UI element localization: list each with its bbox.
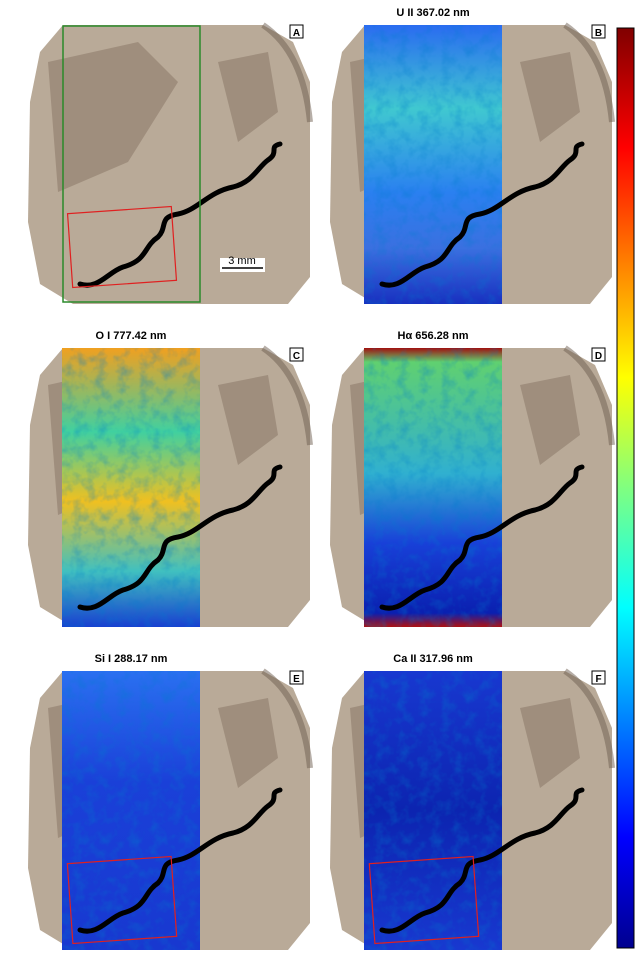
panel-letter: B [595,28,602,39]
scale-bar-label: 3 mm [228,255,256,267]
colorbar [617,28,634,948]
panel-title: Hα 656.28 nm [398,330,469,342]
panel-title: O I 777.42 nm [96,330,167,342]
panel-letter: D [595,351,602,362]
panel-letter: A [293,28,300,39]
panel-title: Si I 288.17 nm [95,653,168,665]
panel: B U II 367.02 nm [330,7,612,304]
panel: D Hα 656.28 nm [330,330,612,627]
panel-letter: E [293,674,300,685]
panel-title: Ca II 317.96 nm [393,653,473,665]
figure: 3 mm A B U II 367.02 nm C O I 777.42 nm D Hα 65… [0,0,642,958]
panel: F Ca II 317.96 nm [330,653,612,950]
panel: E Si I 288.17 nm [28,653,310,950]
panel-title: U II 367.02 nm [396,7,470,19]
panel-letter: C [293,351,300,362]
panel-letter: F [595,674,601,685]
panel: C O I 777.42 nm [28,330,310,627]
panel: 3 mm A [28,25,310,304]
